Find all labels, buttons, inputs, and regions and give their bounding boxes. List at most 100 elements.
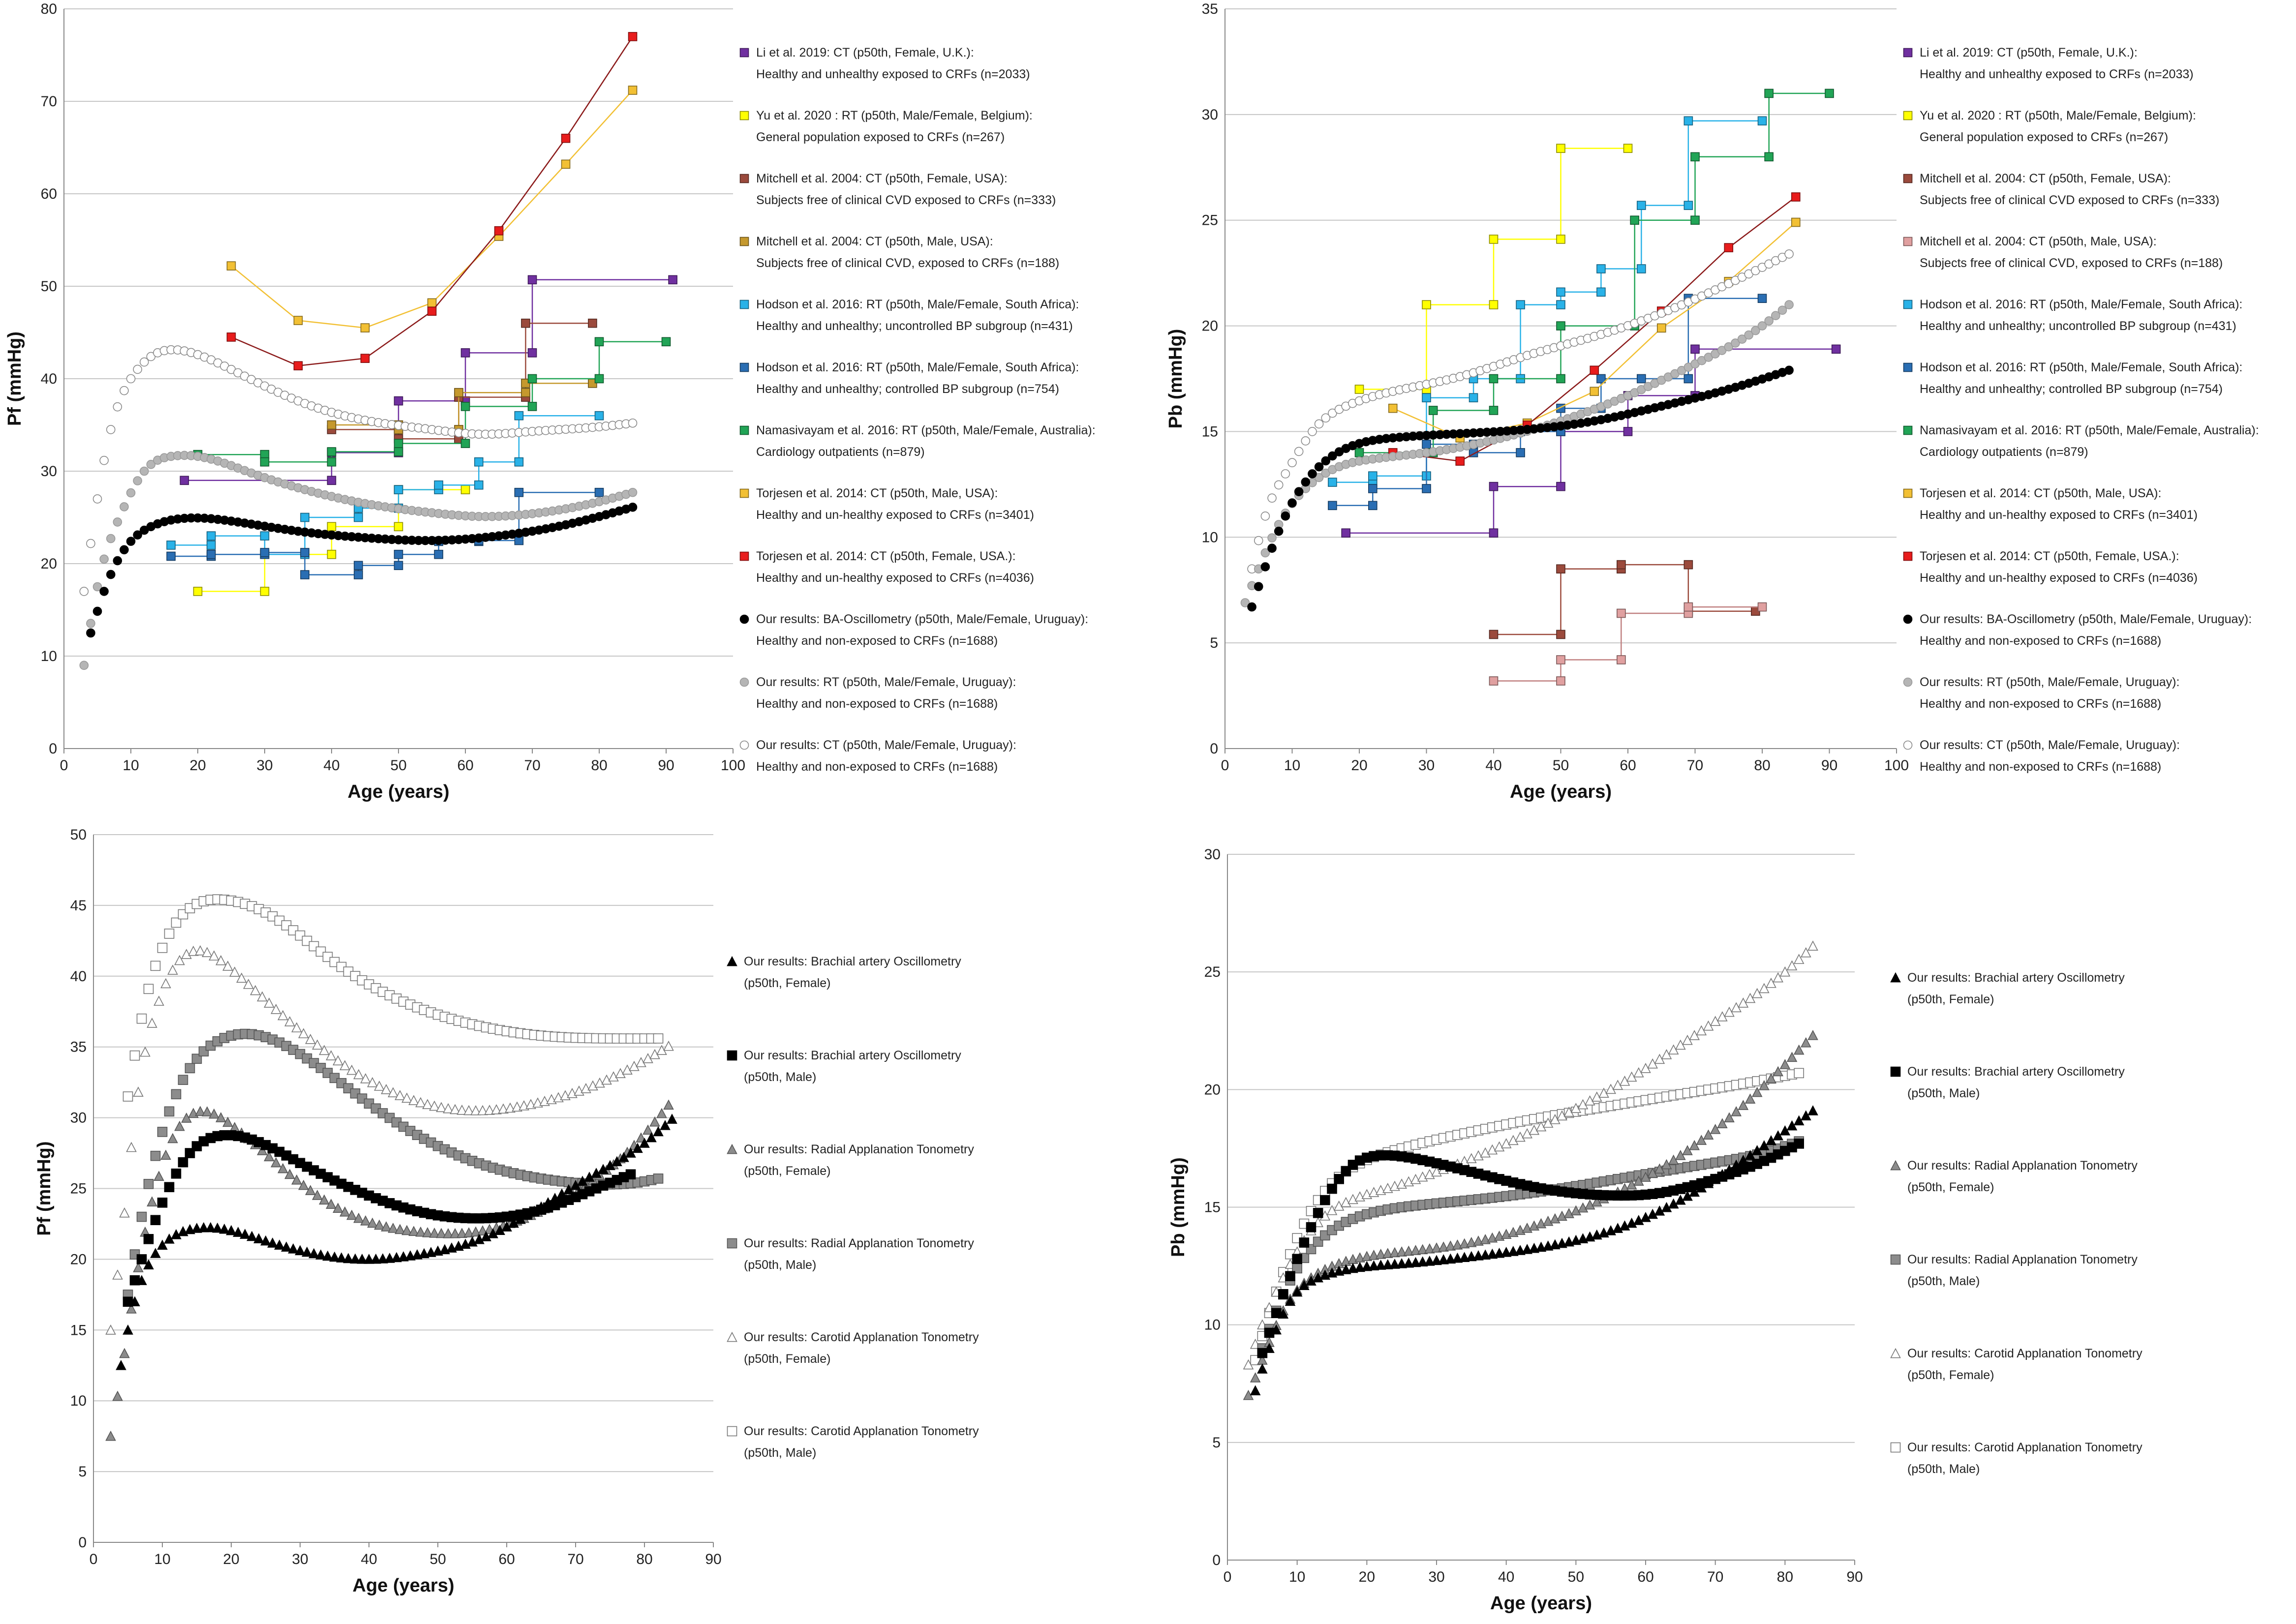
curve-point [381,1221,392,1232]
legend-label: Li et al. 2019: CT (p50th, Female, U.K.)… [756,46,974,60]
curve-point [1260,548,1270,558]
y-tick-label: 0 [78,1534,87,1551]
curve-point [408,1095,419,1105]
curve-point [157,1239,168,1250]
x-tick-label: 40 [323,757,339,774]
data-point [293,316,303,325]
data-point [1556,144,1565,153]
legend-label: Hodson et al. 2016: RT (p50th, Male/Fema… [1920,298,2242,311]
curve-point [86,619,95,628]
curve-point [667,1113,677,1124]
curve-point [1759,983,1770,993]
legend-item: Li et al. 2019: CT (p50th, Female, U.K.)… [739,46,1030,81]
data-point [1556,564,1565,574]
curve-point [1281,511,1290,521]
x-tick-label: 80 [1754,757,1770,774]
legend-item: Namasivayam et al. 2016: RT (p50th, Male… [1903,423,2259,459]
curve-point [215,955,226,965]
curve-point [1744,330,1753,340]
curve-point [1773,1066,1783,1077]
curve-point [1341,1264,1351,1274]
data-point [1596,374,1606,384]
curve-point [1500,1138,1512,1148]
curve-point [381,1084,392,1094]
x-tick-label: 40 [1485,757,1501,774]
legend-item: Hodson et al. 2016: RT (p50th, Male/Fema… [1903,298,2242,333]
y-tick-label: 50 [41,278,57,295]
curve-point [1410,1245,1421,1255]
curve-point [1584,1199,1595,1210]
legend-label: Mitchell et al. 2004: CT (p50th, Male, U… [756,235,993,248]
data-point [1590,365,1599,375]
legend-marker [1890,1160,1901,1171]
curve-point [1264,1343,1275,1353]
curve-point [401,1225,412,1235]
curve-point [1487,1144,1498,1155]
legend-sublabel: Subjects free of clinical CVD, exposed t… [756,256,1059,270]
curve-point [312,1190,323,1200]
curve-point [120,545,129,555]
curve-point [1375,1260,1386,1270]
curve-point [264,997,275,1008]
curve-point [1321,456,1331,466]
data-point [460,485,470,494]
curve-point [429,1100,440,1111]
curve-point [450,1104,460,1114]
legend-sublabel: Healthy and unhealthy; uncontrolled BP s… [756,319,1073,333]
curve-point [1267,543,1277,553]
curve-point [116,1359,126,1370]
y-tick-label: 30 [41,463,57,480]
curve-point [106,534,116,543]
curve-point [281,1241,292,1252]
curve-point [339,1060,350,1070]
legend-sublabel: Healthy and unhealthy; uncontrolled BP s… [1920,319,2236,333]
y-tick-label: 70 [41,93,57,110]
curve-point [153,995,164,1006]
curve-point [1515,1131,1526,1142]
y-tick-label: 60 [41,186,57,202]
curve-point [136,1013,147,1024]
curve-point [1807,940,1818,951]
curve-point [1508,1135,1519,1145]
curve-point [1306,1222,1316,1233]
y-tick-label: 50 [70,827,87,843]
curve-point [339,1206,350,1217]
step-series-line [184,279,673,481]
x-tick-label: 80 [1777,1569,1793,1585]
curve-point [436,1102,447,1113]
curve-point [106,570,116,579]
curve-point [126,488,136,498]
curve-point [212,1222,223,1233]
data-point [1354,448,1364,457]
curve-point [429,1227,440,1238]
data-point [206,541,216,550]
legend-label: Our results: RT (p50th, Male/Female, Uru… [756,675,1016,689]
curve-point [1784,365,1794,375]
curve-point [129,1050,140,1061]
curve-point [1480,1249,1491,1260]
data-point [521,379,530,388]
curve-point [481,1231,491,1241]
curve-point [1515,1245,1526,1255]
data-point [1684,560,1693,570]
data-point [327,447,337,456]
legend-label: Our results: Carotid Applanation Tonomet… [1907,1347,2143,1360]
legend-sublabel: (p50th, Female) [744,976,830,990]
legend-marker [1890,1066,1901,1077]
x-tick-label: 20 [189,757,206,774]
legend-sublabel: Healthy and unhealthy exposed to CRFs (n… [756,67,1030,81]
legend-marker [739,488,749,498]
curve-point [1424,1255,1435,1266]
x-tick-label: 20 [1359,1569,1375,1585]
curve-point [463,1105,474,1115]
data-point [521,388,530,397]
data-point [454,388,463,397]
curve-point [491,1104,502,1114]
curve-point [1361,1251,1373,1261]
curve-point [457,1104,467,1115]
data-point [1764,152,1774,162]
legend-label: Our results: Radial Applanation Tonometr… [1907,1253,2138,1266]
data-point [1388,403,1398,413]
curve-point [215,1112,226,1122]
x-tick-label: 50 [1568,1569,1584,1585]
